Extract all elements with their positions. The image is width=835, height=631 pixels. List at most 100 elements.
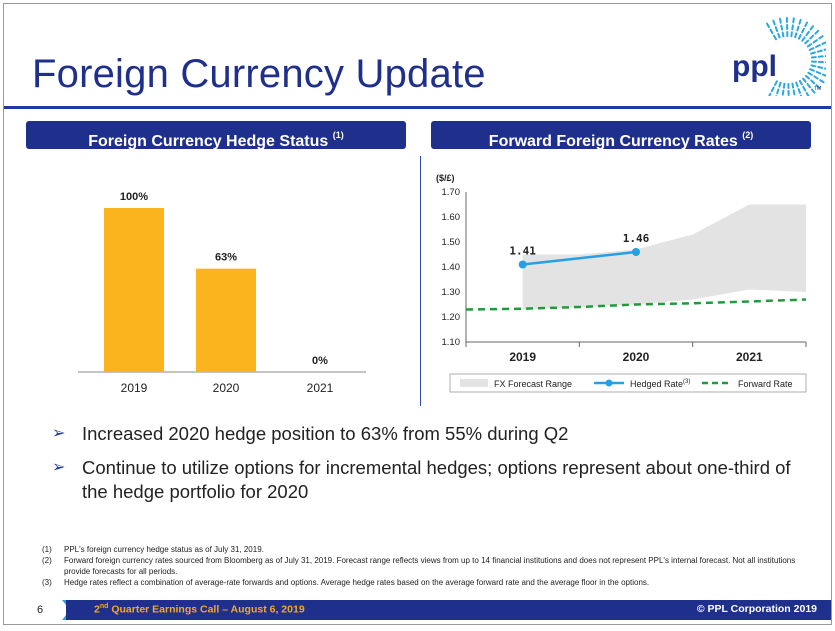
logo-ray bbox=[803, 87, 805, 90]
legend-label-range: FX Forecast Range bbox=[494, 379, 572, 389]
footer: 6 2nd Quarter Earnings Call – August 6, … bbox=[4, 600, 832, 622]
hedged-rate-point bbox=[519, 261, 527, 269]
y-tick-label: 1.60 bbox=[442, 212, 461, 223]
logo-ray bbox=[769, 94, 771, 96]
bullet-text: Increased 2020 hedge position to 63% fro… bbox=[82, 423, 568, 444]
arrow-bullet-icon: ➢ bbox=[52, 422, 65, 446]
bullet-item: ➢ Increased 2020 hedge position to 63% f… bbox=[52, 422, 792, 446]
y-tick-label: 1.50 bbox=[442, 237, 461, 248]
title-rule bbox=[4, 106, 832, 109]
logo-wordmark: ppl bbox=[732, 50, 777, 83]
logo-ray bbox=[808, 44, 811, 46]
slide: Foreign Currency Update ppl TM Foreign C… bbox=[3, 3, 832, 625]
x-tick-label: 2021 bbox=[736, 350, 763, 364]
footnote-number: (1) bbox=[42, 544, 52, 555]
logo-trademark: TM bbox=[814, 86, 821, 92]
bullet-text: Continue to utilize options for incremen… bbox=[82, 457, 791, 502]
logo-ray bbox=[818, 51, 822, 52]
bar-2020 bbox=[196, 269, 256, 372]
logo-ray bbox=[818, 67, 822, 68]
logo-ray bbox=[815, 31, 818, 34]
chart-legend: FX Forecast Range Hedged Rate(3) Forward R… bbox=[450, 374, 806, 392]
logo-ray bbox=[803, 79, 806, 82]
logo-ray bbox=[802, 29, 804, 33]
logo-ray bbox=[795, 33, 796, 37]
page-number: 6 bbox=[37, 604, 43, 616]
footnote: (1) PPL's foreign currency hedge status a… bbox=[42, 544, 802, 555]
forward-rates-header-ref: (2) bbox=[742, 130, 753, 140]
logo-ray bbox=[792, 25, 793, 29]
logo-ray bbox=[802, 37, 804, 40]
x-tick-label: 2020 bbox=[623, 350, 650, 364]
bullet-item: ➢ Continue to utilize options for increm… bbox=[52, 456, 792, 504]
footer-copyright: © PPL Corporation 2019 bbox=[697, 603, 817, 615]
footnote: (2) Forward foreign currency rates source… bbox=[42, 555, 802, 577]
logo-ray bbox=[793, 18, 794, 22]
y-tick-label: 1.40 bbox=[442, 262, 461, 273]
logo-ray bbox=[811, 26, 813, 29]
footnote-number: (3) bbox=[42, 577, 52, 588]
footnote-text: Forward foreign currency rates sourced f… bbox=[64, 556, 795, 576]
footnote-number: (2) bbox=[42, 555, 52, 566]
footnotes: (1) PPL's foreign currency hedge status a… bbox=[42, 544, 802, 588]
logo-ray bbox=[822, 42, 826, 44]
hedge-status-header-ref: (1) bbox=[333, 130, 344, 140]
logo-ray bbox=[771, 30, 773, 33]
y-tick-label: 1.70 bbox=[442, 187, 461, 198]
logo-ray bbox=[796, 83, 797, 87]
legend-marker-hedged bbox=[606, 380, 613, 387]
page-title: Foreign Currency Update bbox=[32, 52, 486, 97]
logo-ray bbox=[814, 76, 817, 78]
logo-ray bbox=[791, 32, 792, 36]
logo-ray bbox=[807, 93, 809, 96]
logo-ray bbox=[783, 91, 784, 95]
bar-category-label: 2020 bbox=[213, 381, 240, 395]
footnote-text: PPL's foreign currency hedge status as o… bbox=[64, 545, 264, 554]
logo-ray bbox=[794, 90, 795, 94]
y-tick-label: 1.10 bbox=[442, 337, 461, 348]
logo-ray bbox=[816, 45, 820, 47]
hedged-rate-point bbox=[632, 248, 640, 256]
logo-ray bbox=[800, 81, 802, 84]
hedged-rate-label: 1.41 bbox=[509, 245, 536, 258]
legend-label-hedged: Hedged Rate(3) bbox=[630, 379, 690, 389]
bar-value-label: 0% bbox=[312, 355, 328, 367]
logo-ray bbox=[776, 27, 777, 31]
logo-ray bbox=[805, 23, 807, 27]
logo-ray bbox=[806, 76, 809, 79]
logo-ray bbox=[810, 69, 814, 71]
fx-forecast-range-area bbox=[523, 205, 806, 310]
logo-ray bbox=[811, 81, 814, 84]
bar-category-label: 2019 bbox=[121, 381, 148, 395]
bar-2019 bbox=[104, 208, 164, 372]
logo-ray bbox=[799, 35, 801, 39]
footnote-text: Hedge rates reflect a combination of ave… bbox=[64, 578, 649, 587]
y-tick-label: 1.20 bbox=[442, 312, 461, 323]
footer-event: 2nd Quarter Earnings Call – August 6, 20… bbox=[94, 603, 305, 616]
logo-ray bbox=[784, 84, 785, 88]
forward-rates-header: Forward Foreign Currency Rates (2) bbox=[431, 121, 811, 149]
logo-ray bbox=[819, 36, 822, 38]
ppl-logo: ppl TM bbox=[726, 16, 826, 96]
logo-ray bbox=[814, 40, 817, 42]
y-axis-label: ($/£) bbox=[436, 173, 455, 183]
logo-ray bbox=[773, 21, 774, 25]
logo-ray bbox=[783, 33, 784, 37]
logo-ray bbox=[772, 87, 774, 91]
hedged-rate-label: 1.46 bbox=[623, 232, 650, 245]
legend-swatch-range bbox=[460, 379, 488, 387]
logo-ray bbox=[811, 65, 815, 66]
panel-divider bbox=[420, 156, 421, 406]
logo-ray bbox=[799, 89, 800, 93]
logo-ray bbox=[767, 24, 769, 27]
arrow-bullet-icon: ➢ bbox=[52, 456, 65, 480]
logo-ray bbox=[825, 49, 826, 50]
y-tick-label: 1.30 bbox=[442, 287, 461, 298]
logo-ray bbox=[778, 34, 779, 38]
forward-rates-header-text: Forward Foreign Currency Rates bbox=[489, 133, 738, 150]
logo-ray bbox=[780, 19, 781, 23]
logo-ray bbox=[805, 41, 808, 44]
legend-label-forward: Forward Rate bbox=[738, 379, 793, 389]
